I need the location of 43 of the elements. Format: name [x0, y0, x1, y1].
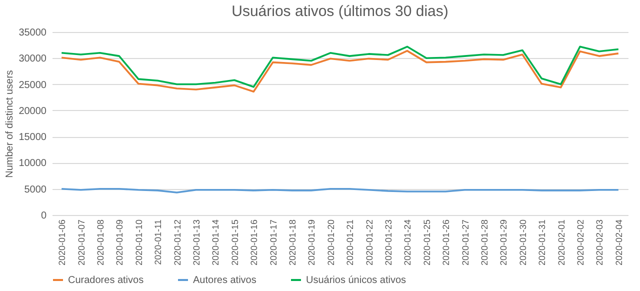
- x-tick-label: 2020-02-02: [576, 220, 586, 266]
- x-tick-label: 2020-02-01: [556, 220, 566, 266]
- x-tick-label: 2020-01-23: [384, 220, 394, 266]
- legend-label: Usuários únicos ativos: [306, 275, 406, 286]
- x-tick-label: 2020-01-30: [518, 220, 528, 266]
- x-tick-label: 2020-01-17: [268, 220, 278, 266]
- x-tick-label: 2020-01-22: [364, 220, 374, 266]
- x-tick-label: 2020-02-04: [614, 220, 624, 266]
- x-tick-label: 2020-01-06: [57, 220, 68, 266]
- y-tick-label: 5000: [24, 184, 47, 196]
- x-tick-label: 2020-01-25: [422, 220, 432, 266]
- x-tick-label: 2020-01-26: [441, 220, 452, 266]
- y-tick-label: 15000: [18, 132, 47, 144]
- x-tick-label: 2020-01-10: [134, 220, 144, 266]
- x-tick-label: 2020-01-31: [537, 220, 548, 266]
- x-tick-label: 2020-01-20: [326, 220, 336, 266]
- y-tick-label: 20000: [18, 106, 47, 117]
- x-tick-label: 2020-02-03: [594, 220, 605, 266]
- y-tick-label: 30000: [18, 54, 47, 65]
- x-tick-label: 2020-01-14: [210, 220, 221, 266]
- x-tick-label: 2020-01-18: [288, 220, 298, 266]
- x-tick-label: 2020-01-12: [172, 220, 182, 266]
- legend-label: Curadores ativos: [68, 275, 144, 286]
- y-tick-label: 0: [40, 210, 47, 222]
- x-tick-label: 2020-01-11: [153, 220, 164, 265]
- x-tick-label: 2020-01-16: [249, 220, 260, 266]
- y-tick-label: 35000: [18, 28, 47, 38]
- y-axis-title: Number of distinct users: [4, 70, 16, 178]
- x-tick-label: 2020-01-24: [402, 220, 413, 266]
- x-tick-label: 2020-01-27: [460, 220, 470, 266]
- y-tick-label: 25000: [18, 80, 47, 91]
- x-tick-label: 2020-01-21: [345, 220, 356, 266]
- legend-label: Autores ativos: [193, 275, 256, 286]
- x-tick-label: 2020-01-07: [76, 220, 86, 266]
- x-tick-label: 2020-01-08: [96, 220, 106, 266]
- y-tick-label: 10000: [18, 158, 47, 170]
- chart-title: Usuários ativos (últimos 30 dias): [232, 3, 448, 20]
- x-tick-label: 2020-01-19: [306, 220, 317, 266]
- x-tick-label: 2020-01-28: [480, 220, 490, 266]
- x-tick-label: 2020-01-09: [114, 220, 125, 266]
- x-tick-label: 2020-01-29: [498, 220, 509, 266]
- x-tick-label: 2020-01-13: [192, 220, 202, 266]
- x-tick-label: 2020-01-15: [230, 220, 240, 266]
